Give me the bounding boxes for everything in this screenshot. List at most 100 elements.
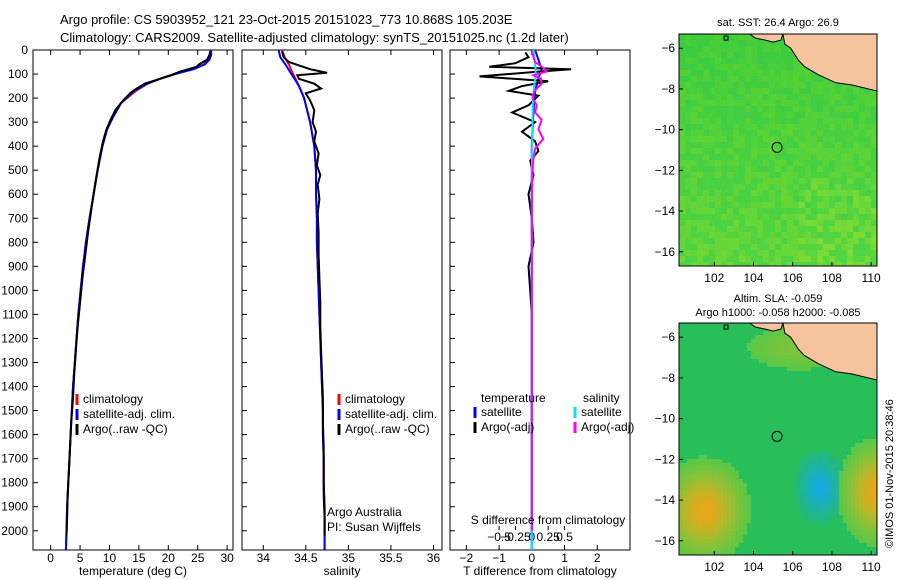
field-cell bbox=[795, 403, 800, 408]
field-cell bbox=[751, 447, 756, 452]
field-cell bbox=[695, 403, 700, 408]
field-cell bbox=[835, 160, 842, 167]
field-cell bbox=[781, 262, 788, 266]
field-cell bbox=[811, 124, 818, 131]
field-cell bbox=[871, 190, 877, 197]
small-island bbox=[723, 35, 729, 41]
field-cell bbox=[859, 475, 864, 480]
field-cell bbox=[679, 347, 684, 352]
field-cell bbox=[711, 483, 716, 488]
field-cell bbox=[829, 214, 836, 221]
field-cell bbox=[847, 419, 852, 424]
field-cell bbox=[851, 379, 856, 384]
field-cell bbox=[719, 499, 724, 504]
field-cell bbox=[775, 547, 780, 552]
field-cell bbox=[865, 154, 872, 161]
field-cell bbox=[763, 451, 768, 456]
field-cell bbox=[819, 367, 824, 372]
field-cell bbox=[733, 262, 740, 266]
field-cell bbox=[721, 196, 728, 203]
field-cell bbox=[839, 511, 844, 516]
field-cell bbox=[759, 507, 764, 512]
field-cell bbox=[805, 238, 812, 245]
field-cell bbox=[799, 184, 806, 191]
field-cell bbox=[841, 190, 848, 197]
field-cell bbox=[787, 543, 792, 548]
field-cell bbox=[819, 519, 824, 524]
field-cell bbox=[811, 503, 816, 508]
field-cell bbox=[759, 519, 764, 524]
field-cell bbox=[707, 483, 712, 488]
field-cell bbox=[751, 527, 756, 532]
field-cell bbox=[787, 220, 794, 227]
field-cell bbox=[695, 471, 700, 476]
field-cell bbox=[847, 88, 854, 95]
field-cell bbox=[759, 503, 764, 508]
field-cell bbox=[871, 244, 877, 251]
field-cell bbox=[771, 395, 776, 400]
field-cell bbox=[743, 423, 748, 428]
field-cell bbox=[719, 363, 724, 368]
field-cell bbox=[759, 483, 764, 488]
field-cell bbox=[703, 471, 708, 476]
field-cell bbox=[799, 539, 804, 544]
field-cell bbox=[827, 523, 832, 528]
field-cell bbox=[847, 256, 854, 263]
field-cell bbox=[799, 88, 806, 95]
field-cell bbox=[735, 347, 740, 352]
field-cell bbox=[697, 34, 704, 41]
field-cell bbox=[827, 435, 832, 440]
field-cell bbox=[775, 479, 780, 484]
field-cell bbox=[827, 503, 832, 508]
field-cell bbox=[811, 383, 816, 388]
field-cell bbox=[779, 519, 784, 524]
field-cell bbox=[709, 256, 716, 263]
field-cell bbox=[871, 487, 876, 492]
field-cell bbox=[731, 539, 736, 544]
field-cell bbox=[739, 94, 746, 101]
field-cell bbox=[733, 40, 740, 47]
field-cell bbox=[823, 214, 830, 221]
field-cell bbox=[703, 535, 708, 540]
field-cell bbox=[835, 467, 840, 472]
field-cell bbox=[805, 256, 812, 263]
field-cell bbox=[799, 467, 804, 472]
field-cell bbox=[751, 88, 758, 95]
field-cell bbox=[783, 487, 788, 492]
field-cell bbox=[747, 451, 752, 456]
field-cell bbox=[727, 479, 732, 484]
field-cell bbox=[791, 347, 796, 352]
field-cell bbox=[815, 519, 820, 524]
field-cell bbox=[757, 70, 764, 77]
field-cell bbox=[691, 232, 698, 239]
field-cell bbox=[695, 371, 700, 376]
field-cell bbox=[745, 220, 752, 227]
field-cell bbox=[739, 527, 744, 532]
field-cell bbox=[811, 371, 816, 376]
field-cell bbox=[709, 250, 716, 257]
field-cell bbox=[699, 515, 704, 520]
field-cell bbox=[839, 531, 844, 536]
field-cell bbox=[829, 82, 836, 89]
field-cell bbox=[811, 487, 816, 492]
field-cell bbox=[733, 220, 740, 227]
field-cell bbox=[739, 347, 744, 352]
field-cell bbox=[745, 250, 752, 257]
field-cell bbox=[859, 160, 866, 167]
field-cell bbox=[703, 543, 708, 548]
field-cell bbox=[843, 471, 848, 476]
field-cell bbox=[853, 130, 860, 137]
field-cell bbox=[751, 471, 756, 476]
field-cell bbox=[733, 214, 740, 221]
field-cell bbox=[727, 154, 734, 161]
field-cell bbox=[775, 375, 780, 380]
field-cell bbox=[739, 547, 744, 552]
field-cell bbox=[863, 471, 868, 476]
field-cell bbox=[687, 411, 692, 416]
field-cell bbox=[769, 184, 776, 191]
field-cell bbox=[755, 491, 760, 496]
field-cell bbox=[731, 479, 736, 484]
field-cell bbox=[799, 124, 806, 131]
field-cell bbox=[727, 327, 732, 332]
field-cell bbox=[733, 106, 740, 113]
